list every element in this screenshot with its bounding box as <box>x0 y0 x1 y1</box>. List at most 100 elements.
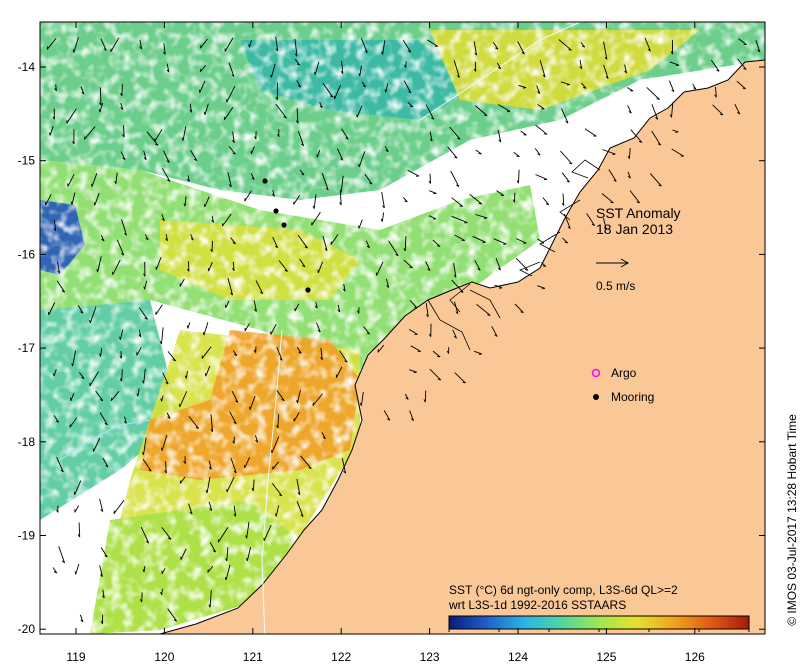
current-vector-head <box>189 511 193 515</box>
colorbar-tick-label: 1 <box>646 634 653 648</box>
current-vector <box>491 326 498 337</box>
current-vector <box>116 239 125 256</box>
current-vector <box>646 87 660 100</box>
current-vector <box>74 480 82 495</box>
current-vector <box>53 415 60 423</box>
current-vector <box>249 395 256 410</box>
current-vector <box>250 173 255 180</box>
current-vector-head <box>591 223 595 226</box>
current-vector-head <box>627 155 630 159</box>
current-vector <box>452 329 457 339</box>
current-vector <box>113 499 125 514</box>
current-vector <box>248 40 252 48</box>
current-vector-head <box>167 416 171 419</box>
current-vector-head <box>165 381 169 385</box>
current-vector <box>586 213 595 226</box>
current-vector <box>336 148 344 161</box>
current-vector <box>275 103 287 119</box>
current-vector-head <box>56 509 59 513</box>
current-vector <box>100 38 107 51</box>
current-vector-head <box>251 177 255 180</box>
current-vector <box>385 83 389 93</box>
current-vector <box>322 82 334 98</box>
current-vector <box>161 434 168 451</box>
x-axis: 119 120 121 122 123 124 125 126 <box>66 22 705 664</box>
current-vector <box>644 37 651 52</box>
current-vector-head <box>159 341 162 345</box>
current-vector-head <box>72 49 75 53</box>
current-vector <box>165 461 167 474</box>
current-vector <box>427 39 438 47</box>
mooring-markers <box>262 178 311 293</box>
current-vector-head <box>516 180 519 184</box>
current-vector <box>121 219 127 236</box>
current-vector-head <box>410 418 414 421</box>
current-vector <box>270 63 276 78</box>
current-vector-head <box>141 451 144 455</box>
current-vector-head <box>102 595 105 599</box>
current-vector-head <box>199 68 202 72</box>
current-vector-head <box>340 158 344 161</box>
current-vector-head <box>104 555 108 558</box>
current-vector <box>359 65 362 77</box>
colorbar-tick-label: -2 <box>494 634 505 648</box>
current-vector-head <box>561 202 565 206</box>
current-vector <box>232 261 235 271</box>
current-vector <box>230 457 237 474</box>
current-vector <box>450 170 460 187</box>
current-vector-head <box>276 425 279 429</box>
current-vector-head <box>211 219 214 223</box>
current-vector <box>99 565 103 577</box>
current-vector-head <box>123 420 127 424</box>
current-vector-head <box>545 203 549 206</box>
current-vector <box>272 461 279 470</box>
current-vector-head <box>437 355 441 358</box>
current-vector-head <box>579 66 583 70</box>
current-vector <box>712 104 724 116</box>
current-vector <box>296 501 304 517</box>
current-vector-head <box>251 487 254 491</box>
current-vector <box>110 390 120 401</box>
current-vector <box>383 410 391 421</box>
current-vector-head <box>462 381 466 384</box>
current-vector <box>204 103 209 115</box>
current-vector <box>143 150 147 160</box>
current-vector <box>187 322 191 329</box>
current-vector <box>179 391 188 408</box>
x-tick-label: 120 <box>154 650 174 664</box>
current-vector <box>161 568 166 575</box>
current-vector <box>78 522 81 538</box>
current-vector-head <box>312 205 315 209</box>
current-vector <box>79 614 84 623</box>
current-vector-head <box>98 109 101 113</box>
current-vector-head <box>173 619 177 622</box>
current-vector <box>492 42 499 50</box>
current-vector <box>228 62 235 77</box>
current-vector-head <box>565 120 569 124</box>
current-vector-head <box>395 253 399 257</box>
current-vector-head <box>143 157 147 161</box>
current-vector-head <box>230 292 233 296</box>
current-vector-head <box>543 133 548 135</box>
current-vector <box>187 261 190 272</box>
current-vector <box>188 416 199 429</box>
current-vector-head <box>161 447 163 451</box>
current-vector <box>230 237 236 245</box>
current-vector <box>518 169 520 184</box>
current-vector-head <box>437 378 441 381</box>
current-vector-head <box>302 265 306 268</box>
current-vector-head <box>362 85 366 88</box>
current-vector-head <box>195 426 199 429</box>
current-vector <box>167 351 176 362</box>
current-vector <box>146 131 159 146</box>
current-vector <box>100 547 108 558</box>
current-vector-head <box>337 309 341 313</box>
current-vector <box>409 369 417 373</box>
current-vector <box>562 237 569 244</box>
current-vector <box>364 174 373 185</box>
current-vector <box>384 146 389 152</box>
current-vector <box>432 350 441 358</box>
current-vector-head <box>164 470 167 474</box>
current-vector <box>321 432 326 440</box>
